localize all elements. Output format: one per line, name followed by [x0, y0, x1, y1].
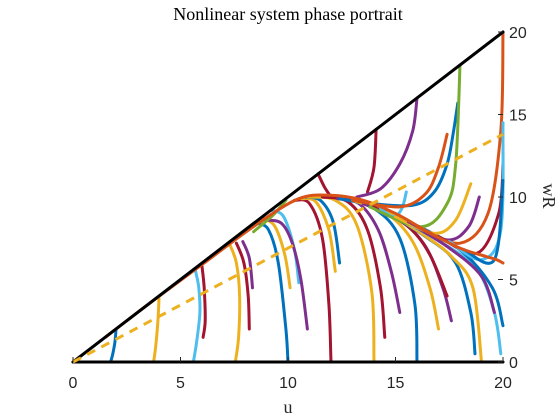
trajectory-line — [256, 221, 290, 364]
trajectory-line — [234, 241, 251, 331]
trajectory-line — [252, 198, 288, 234]
y-tick-label: 20 — [509, 25, 527, 42]
trajectory-line — [241, 240, 254, 290]
x-axis-label: u — [284, 397, 293, 417]
trajectory-line — [366, 127, 378, 194]
trajectory-line — [152, 297, 161, 364]
x-tick-label: 0 — [69, 375, 78, 392]
y-tick-label: 5 — [509, 273, 518, 290]
y-axis-label: wR — [539, 183, 559, 208]
x-tick-label: 5 — [176, 375, 185, 392]
trajectory-line — [293, 198, 333, 364]
trajectory-line — [228, 243, 242, 364]
trajectory-line — [355, 96, 419, 199]
x-tick-label: 20 — [494, 375, 512, 392]
reference-dashed-line — [72, 132, 504, 364]
trajectory-line — [191, 269, 202, 364]
chart-title: Nonlinear system phase portrait — [173, 4, 402, 24]
trajectory-line — [299, 197, 337, 273]
trajectory-line — [200, 264, 207, 339]
y-tick-label: 15 — [509, 108, 527, 125]
trajectory-line — [109, 328, 118, 364]
trajectory-line — [103, 193, 505, 339]
reference-solid-line — [71, 30, 505, 364]
x-tick-label: 10 — [279, 375, 297, 392]
series-layer — [71, 30, 505, 364]
y-tick-label: 10 — [509, 190, 527, 207]
x-tick-label: 15 — [387, 375, 405, 392]
trajectory-line — [351, 132, 449, 209]
axis-layer: 0 5 10 15 20 0 5 10 15 20 — [69, 25, 527, 392]
trajectory-line — [265, 218, 309, 331]
y-tick-label: 0 — [509, 355, 518, 372]
